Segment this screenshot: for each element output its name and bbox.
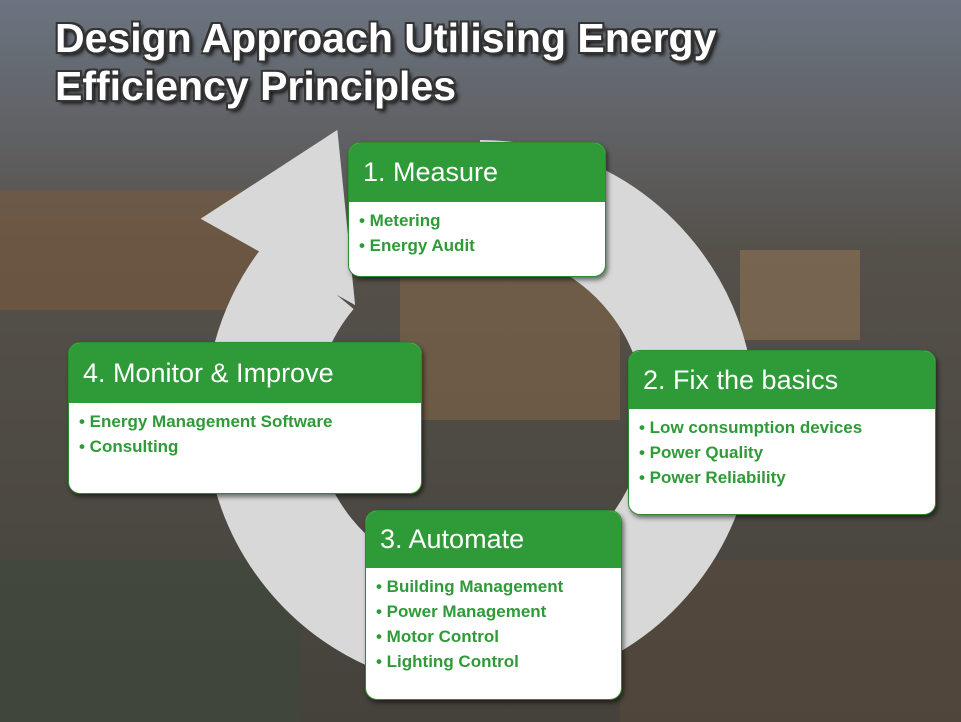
step-box: 3. Automate • Building Management • Power … (365, 510, 622, 700)
title: Design Approach Utilising Energy Efficie… (55, 14, 716, 110)
step-item: • Building Management (376, 577, 564, 596)
step-item: • Power Management (376, 602, 547, 621)
step-items: • Low consumption devices • Power Quality… (629, 409, 935, 496)
step-items: • Energy Management Software • Consulting (69, 403, 421, 465)
step-box: 1. Measure • Metering • Energy Audit (348, 142, 606, 277)
floor (0, 560, 300, 722)
step-items: • Metering • Energy Audit (349, 202, 605, 264)
shelves (400, 270, 620, 420)
step-title: 4. Monitor & Improve (69, 343, 421, 403)
step-title: 3. Automate (366, 511, 621, 568)
step-items: • Building Management • Power Management •… (366, 568, 621, 680)
step-item: • Low consumption devices (639, 418, 863, 437)
step-title: 2. Fix the basics (629, 351, 935, 409)
step-item: • Power Reliability (639, 468, 786, 487)
step-item: • Lighting Control (376, 652, 519, 671)
step-title: 1. Measure (349, 143, 605, 202)
title-line: Efficiency Principles (55, 63, 457, 109)
step-box: 4. Monitor & Improve • Energy Management … (68, 342, 422, 494)
step-item: • Consulting (79, 437, 179, 456)
step-item: • Metering (359, 211, 441, 230)
step-item: • Power Quality (639, 443, 764, 462)
title-line: Design Approach Utilising Energy (55, 15, 717, 61)
step-item: • Energy Audit (359, 236, 475, 255)
shelves (740, 250, 860, 340)
step-box: 2. Fix the basics • Low consumption devic… (628, 350, 936, 515)
cycle-arrowhead (200, 129, 356, 306)
step-item: • Motor Control (376, 627, 500, 646)
step-item: • Energy Management Software (79, 412, 333, 431)
